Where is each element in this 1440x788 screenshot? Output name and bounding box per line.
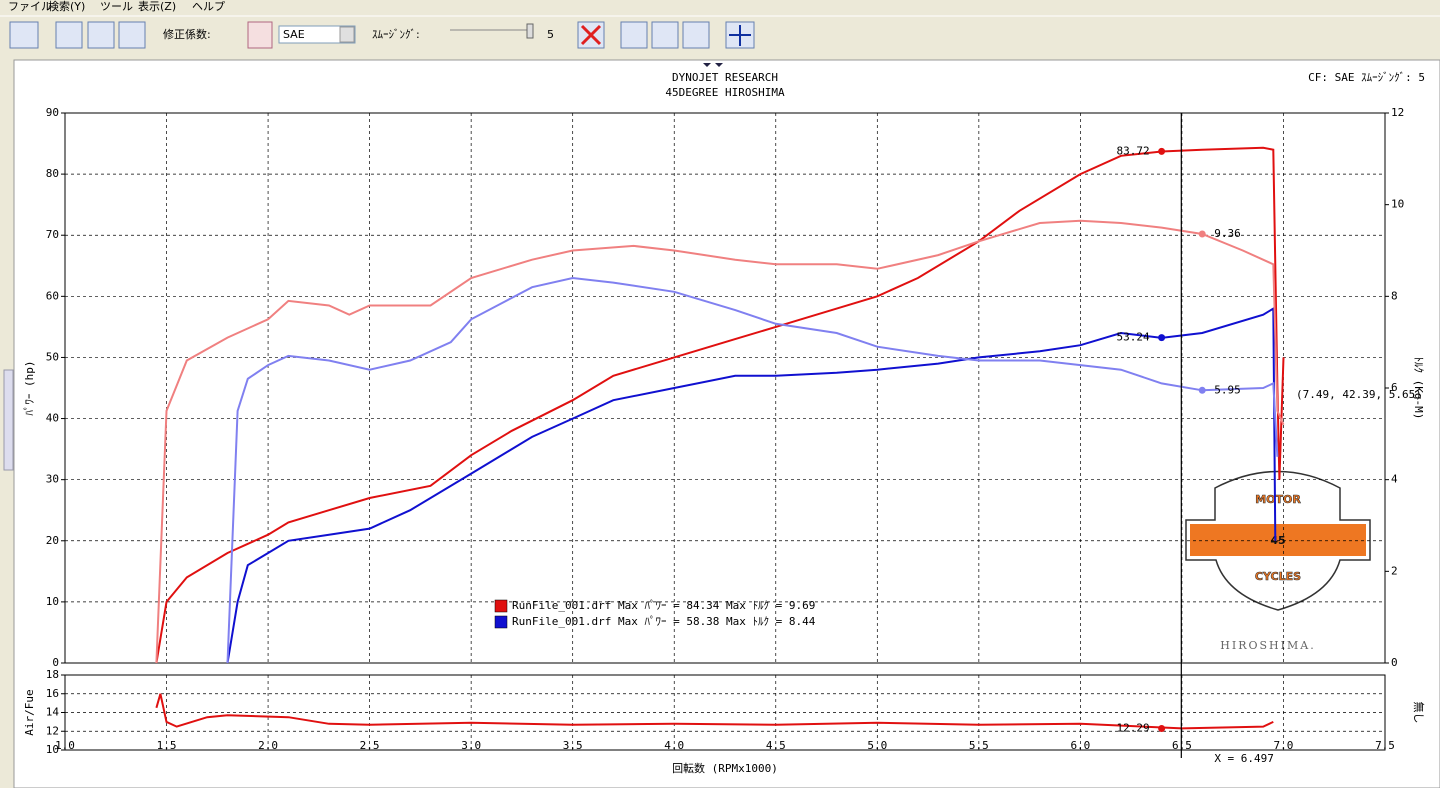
x-tick-label: 4.0 (664, 739, 684, 752)
data-line (155, 146, 1285, 664)
x-tick-label: 6.5 (1172, 739, 1192, 752)
logo-text: CYCLES (1255, 570, 1301, 583)
y-tick-label: 80 (46, 167, 59, 180)
tool-button[interactable] (651, 21, 679, 49)
menu-item[interactable]: 検索(Y) (48, 0, 85, 13)
annotation-marker (1198, 386, 1206, 394)
chart-panel (13, 59, 1440, 788)
correction-label: 修正係数: (163, 27, 211, 41)
point-readout: (7.49, 42.39, 5.65) (1296, 388, 1422, 401)
y-tick-label: 16 (46, 687, 59, 700)
slider-thumb[interactable] (526, 23, 534, 39)
x-tick-label: 4.5 (766, 739, 786, 752)
y2-tick-label: 0 (1391, 656, 1398, 669)
y-tick-label: 90 (46, 106, 59, 119)
x-tick-label: 5.0 (867, 739, 887, 752)
y-tick-label: 10 (46, 595, 59, 608)
annotation-label: 53.24 (1116, 331, 1149, 344)
menu-bar: ファイル 検索(Y) ツール 表示(Z) ヘルプ (8, 0, 225, 13)
menu-item[interactable]: 表示(Z) (138, 0, 176, 13)
x-tick-label: 1.5 (157, 739, 177, 752)
menu-item[interactable]: ファイル (8, 0, 52, 13)
side-handle[interactable] (3, 369, 14, 471)
y2-tick-label: 10 (1391, 198, 1404, 211)
y-tick-label: 12 (46, 724, 59, 737)
smoothing-label: ｽﾑｰｼﾞﾝｸﾞ: (372, 28, 420, 41)
y-tick-label: 10 (46, 743, 59, 756)
tool-button[interactable] (55, 21, 83, 49)
menu-item[interactable]: ヘルプ (192, 0, 225, 13)
y2-tick-label: 8 (1391, 289, 1398, 302)
tool-button[interactable] (682, 21, 710, 49)
correction-select[interactable] (278, 25, 356, 44)
icon (580, 24, 602, 46)
x-tick-label: 3.5 (563, 739, 583, 752)
y2-tick-label: 2 (1391, 564, 1398, 577)
x-tick-label: 6.0 (1070, 739, 1090, 752)
legend-entry: RunFile_001.drf Max ﾊﾟﾜｰ = 84.34 Max ﾄﾙｸ… (512, 599, 815, 612)
y-tick-label: 70 (46, 228, 59, 241)
y-tick-label: 18 (46, 668, 59, 681)
x-tick-label: 1.0 (55, 739, 75, 752)
correction-value: SAE (283, 28, 305, 41)
logo-text: MOTOR (1255, 493, 1301, 506)
annotation-label: 5.95 (1214, 383, 1241, 396)
annotation-marker (1158, 334, 1166, 342)
y2-tick-label: 4 (1391, 473, 1398, 486)
toolbar: 修正係数: SAE ｽﾑｰｼﾞﾝｸﾞ: 5 (0, 15, 1440, 49)
annotation-marker (1158, 725, 1166, 733)
annotation-marker (1158, 147, 1166, 155)
tool-button[interactable] (87, 21, 115, 49)
collapse-handle[interactable] (703, 63, 723, 67)
annotation-label: 83.72 (1116, 144, 1149, 157)
icon (729, 25, 751, 46)
x-tick-label: 3.0 (461, 739, 481, 752)
y-tick-label: 14 (46, 706, 60, 719)
logo-caption: HIROSHIMA. (1220, 639, 1315, 652)
data-line (226, 306, 1277, 664)
smoothing-value: 5 (547, 28, 554, 41)
data-line (155, 219, 1285, 664)
y-tick-label: 40 (46, 412, 59, 425)
legend-entry: RunFile_001.drf Max ﾊﾟﾜｰ = 58.38 Max ﾄﾙｸ… (512, 615, 816, 628)
y2-tick-label: 12 (1391, 106, 1404, 119)
chart-title: DYNOJET RESEARCH (672, 71, 778, 84)
y-tick-label: 0 (52, 656, 59, 669)
y-tick-label: 60 (46, 289, 59, 302)
y2-axis-label: ﾄﾙｸ (Kg-M) (1412, 357, 1425, 420)
y-tick-label: 20 (46, 534, 59, 547)
cursor-label: X = 6.497 (1214, 752, 1274, 765)
y-tick-label: 30 (46, 473, 59, 486)
data-line (155, 693, 1274, 730)
chart-info: CF: SAE ｽﾑｰｼﾞﾝｸﾞ: 5 (1308, 71, 1425, 84)
y-axis-label: Air/Fue (23, 689, 36, 735)
annotation-marker (1198, 230, 1206, 238)
x-tick-label: 5.5 (969, 739, 989, 752)
y2-axis-label: 無し (1412, 702, 1426, 724)
data-line (226, 276, 1279, 664)
menu-item[interactable]: ツール (100, 0, 133, 13)
tool-button[interactable] (9, 21, 39, 49)
x-tick-label: 2.5 (360, 739, 380, 752)
annotation-label: 9.36 (1214, 227, 1241, 240)
y-tick-label: 50 (46, 350, 59, 363)
logo-band (1190, 524, 1366, 556)
legend-swatch (494, 615, 508, 629)
annotation-label: 12.29 (1116, 722, 1149, 735)
y-axis-label: ﾊﾟﾜｰ (hp) (23, 360, 36, 415)
tool-button[interactable] (247, 21, 273, 49)
legend-swatch (494, 599, 508, 613)
chart-subtitle: 45DEGREE HIROSHIMA (665, 86, 785, 99)
x-tick-label: 7.0 (1274, 739, 1294, 752)
tool-button[interactable] (118, 21, 146, 49)
tool-button[interactable] (620, 21, 648, 49)
x-tick-label: 7.5 (1375, 739, 1395, 752)
dropdown-button[interactable] (339, 26, 355, 43)
x-axis-label: 回転数 (RPMx1000) (672, 762, 778, 775)
x-tick-label: 2.0 (258, 739, 278, 752)
y2-tick-label: 6 (1391, 381, 1398, 394)
